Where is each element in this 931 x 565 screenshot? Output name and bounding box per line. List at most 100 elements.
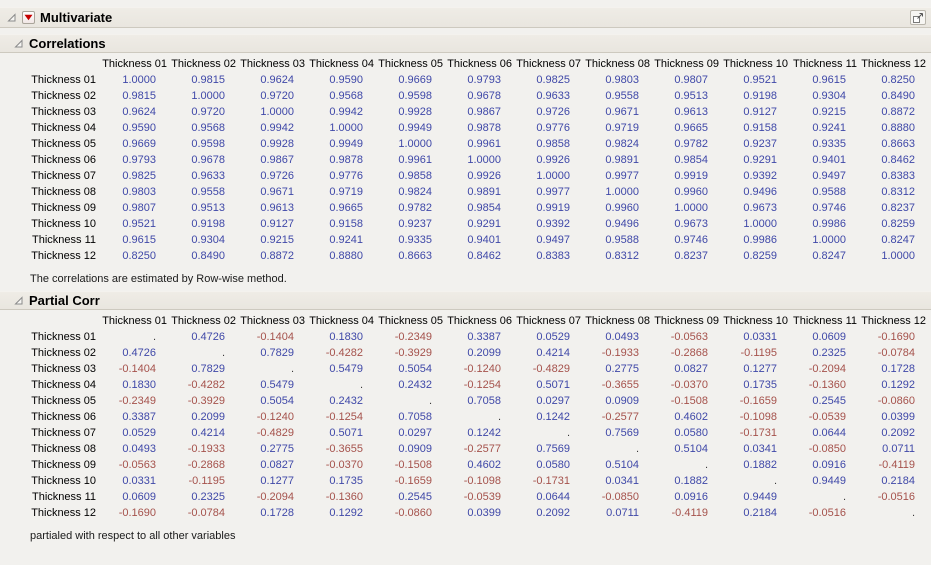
- matrix-cell: -0.4119: [878, 459, 916, 471]
- table-row: Thickness 08 0.9803 0.9558 0.9671 0.9719 0.98…: [0, 184, 928, 200]
- matrix-cell: .: [290, 363, 294, 375]
- matrix-cell: 0.9590: [329, 74, 363, 86]
- matrix-cell: 0.9746: [812, 202, 846, 214]
- row-label: Thickness 10: [31, 218, 96, 230]
- table-row: Thickness 03 0.9624 0.9720 1.0000 0.9942 0.99…: [0, 104, 928, 120]
- matrix-cell: 0.9392: [536, 218, 570, 230]
- matrix-cell: -0.0860: [877, 395, 915, 407]
- matrix-cell: 0.1242: [467, 427, 501, 439]
- matrix-cell: .: [842, 491, 846, 503]
- matrix-cell: 0.2325: [812, 347, 846, 359]
- matrix-cell: 0.8237: [674, 250, 708, 262]
- matrix-cell: 0.9615: [122, 234, 156, 246]
- matrix-cell: 0.4726: [191, 331, 225, 343]
- column-header: Thickness 07: [516, 58, 581, 70]
- matrix-cell: 0.8490: [191, 250, 225, 262]
- matrix-cell: 0.1728: [260, 507, 294, 519]
- matrix-cell: 0.9449: [743, 491, 777, 503]
- multivariate-title-bar: Multivariate: [0, 7, 931, 28]
- open-window-icon: [913, 12, 923, 23]
- corner-cell: [0, 56, 100, 72]
- matrix-cell: 0.9496: [743, 186, 777, 198]
- column-header: Thickness 01: [102, 315, 167, 327]
- red-triangle-menu-icon[interactable]: [22, 11, 35, 24]
- matrix-cell: 0.0909: [605, 395, 639, 407]
- correlations-disclosure-icon[interactable]: [13, 38, 24, 49]
- row-label: Thickness 02: [31, 347, 96, 359]
- matrix-cell: 0.9942: [329, 106, 363, 118]
- matrix-cell: .: [152, 331, 156, 343]
- matrix-cell: 0.5071: [536, 379, 570, 391]
- partial-corr-table: Thickness 01 Thickness 02 Thickness 03 Thic…: [0, 313, 931, 521]
- matrix-cell: 0.2545: [398, 491, 432, 503]
- matrix-cell: 0.9720: [260, 90, 294, 102]
- matrix-cell: 0.1735: [329, 475, 363, 487]
- matrix-cell: 0.7829: [191, 363, 225, 375]
- matrix-cell: -0.4829: [532, 363, 570, 375]
- report-corner-button[interactable]: [910, 10, 926, 25]
- matrix-cell: 1.0000: [260, 106, 294, 118]
- matrix-cell: 0.8880: [329, 250, 363, 262]
- matrix-cell: 0.9949: [398, 122, 432, 134]
- matrix-cell: 0.9158: [329, 218, 363, 230]
- matrix-cell: -0.1195: [740, 347, 778, 359]
- matrix-cell: 0.9919: [536, 202, 570, 214]
- row-label: Thickness 01: [31, 74, 96, 86]
- matrix-cell: 0.9497: [812, 170, 846, 182]
- column-header: Thickness 09: [654, 58, 719, 70]
- matrix-cell: 0.7569: [605, 427, 639, 439]
- matrix-cell: -0.1360: [325, 491, 363, 503]
- table-row: Thickness 04 0.9590 0.9568 0.9942 1.0000 0.99…: [0, 120, 928, 136]
- matrix-cell: 0.9127: [260, 218, 294, 230]
- multivariate-disclosure-icon[interactable]: [6, 12, 17, 23]
- matrix-cell: 0.9858: [536, 138, 570, 150]
- matrix-cell: -0.1659: [394, 475, 432, 487]
- column-header: Thickness 11: [793, 58, 857, 70]
- matrix-cell: 0.8312: [605, 250, 639, 262]
- matrix-cell: -0.1690: [118, 507, 156, 519]
- matrix-cell: 0.9588: [812, 186, 846, 198]
- partial-corr-disclosure-icon[interactable]: [13, 295, 24, 306]
- matrix-cell: 1.0000: [812, 234, 846, 246]
- matrix-cell: 1.0000: [743, 218, 777, 230]
- matrix-cell: 0.5479: [260, 379, 294, 391]
- table-row: Thickness 02 0.4726. 0.7829 -0.4282 -0.3929 0…: [0, 345, 928, 361]
- matrix-cell: 0.9977: [605, 170, 639, 182]
- matrix-cell: 0.9673: [743, 202, 777, 214]
- matrix-cell: 0.2099: [191, 411, 225, 423]
- matrix-cell: 0.9671: [260, 186, 294, 198]
- matrix-cell: 0.0331: [122, 475, 156, 487]
- matrix-cell: 0.9961: [398, 154, 432, 166]
- matrix-cell: 0.1728: [881, 363, 915, 375]
- matrix-cell: .: [773, 475, 777, 487]
- matrix-cell: 0.9678: [467, 90, 501, 102]
- table-row: Thickness 04 0.1830 -0.4282 0.5479. 0.2432 -0…: [0, 377, 928, 393]
- matrix-cell: 0.7829: [260, 347, 294, 359]
- matrix-cell: 0.9513: [674, 90, 708, 102]
- matrix-cell: 0.2184: [881, 475, 915, 487]
- matrix-cell: 0.7569: [536, 443, 570, 455]
- matrix-cell: 0.9215: [812, 106, 846, 118]
- matrix-cell: 0.9558: [605, 90, 639, 102]
- matrix-cell: 0.0331: [743, 331, 777, 343]
- matrix-cell: .: [635, 443, 639, 455]
- matrix-cell: 0.0609: [812, 331, 846, 343]
- row-label: Thickness 12: [31, 250, 96, 262]
- matrix-cell: 0.9673: [674, 218, 708, 230]
- matrix-cell: -0.1933: [187, 443, 225, 455]
- matrix-cell: 0.9678: [191, 154, 225, 166]
- matrix-cell: 0.9513: [191, 202, 225, 214]
- matrix-cell: 0.0711: [606, 507, 639, 519]
- row-label: Thickness 03: [31, 363, 96, 375]
- matrix-cell: 0.8259: [743, 250, 777, 262]
- matrix-cell: 0.9568: [191, 122, 225, 134]
- correlations-table: Thickness 01 Thickness 02 Thickness 03 Thic…: [0, 56, 931, 264]
- matrix-cell: 0.9815: [122, 90, 156, 102]
- row-label: Thickness 07: [31, 170, 96, 182]
- column-header: Thickness 04: [309, 58, 374, 70]
- matrix-cell: 0.2432: [398, 379, 432, 391]
- matrix-cell: -0.1690: [877, 331, 915, 343]
- table-row: Thickness 08 0.0493 -0.1933 0.2775 -0.3655 0.…: [0, 441, 928, 457]
- matrix-cell: 0.8250: [122, 250, 156, 262]
- row-label: Thickness 12: [31, 507, 96, 519]
